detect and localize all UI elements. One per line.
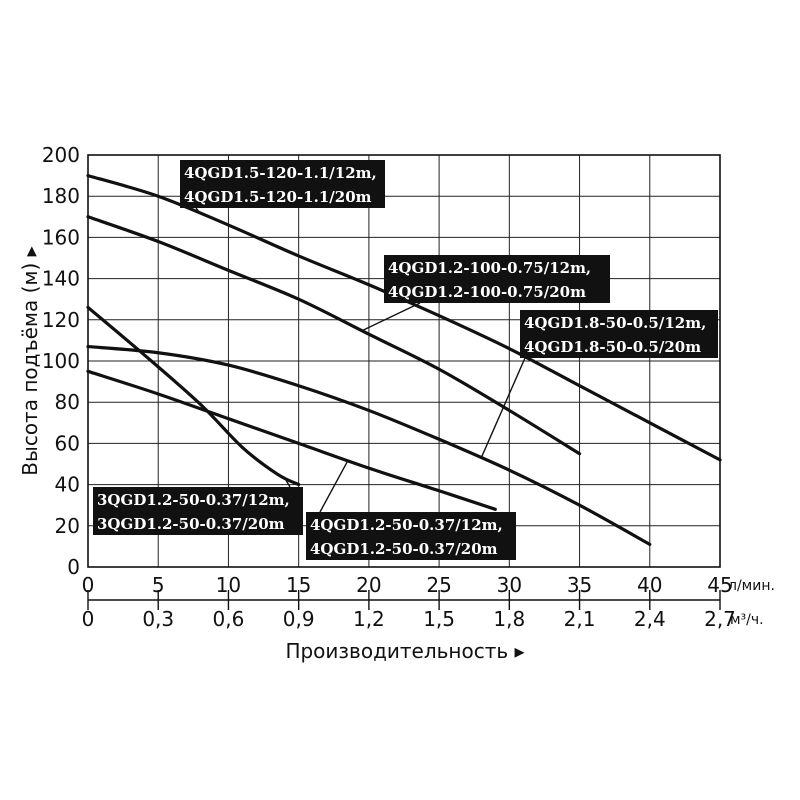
x-tick-label-secondary: 2,1 bbox=[564, 607, 596, 631]
x-tick-label-secondary: 1,8 bbox=[493, 607, 525, 631]
x-axis-title: Производительность ▸ bbox=[285, 639, 524, 663]
y-tick-label: 160 bbox=[42, 225, 80, 249]
x-tick-label: 0 bbox=[82, 573, 95, 597]
label-leader-line bbox=[284, 477, 291, 488]
y-tick-label: 80 bbox=[55, 390, 80, 414]
label-leader-line bbox=[319, 460, 349, 513]
series-label: 4QGD1.2-50-0.37/12m, 4QGD1.2-50-0.37/20m bbox=[306, 512, 516, 560]
series-label-box bbox=[93, 487, 303, 511]
x-tick-label-secondary: 0,6 bbox=[213, 607, 245, 631]
series-label-box bbox=[306, 536, 516, 560]
x-tick-label-secondary: 0,3 bbox=[142, 607, 174, 631]
y-tick-label: 60 bbox=[55, 431, 80, 455]
series-label-text: 4QGD1.8-50-0.5/12m, bbox=[524, 314, 706, 332]
x-tick-labels: 0 5 10 15 20 25 30 35 40 45 bbox=[82, 573, 733, 597]
label-leader-line bbox=[361, 302, 421, 332]
y-tick-label: 0 bbox=[67, 555, 80, 579]
x-unit-secondary: м³/ч. bbox=[730, 612, 764, 628]
y-tick-label: 40 bbox=[55, 473, 80, 497]
series-label-box bbox=[384, 255, 610, 279]
y-tick-label: 140 bbox=[42, 267, 80, 291]
x-tick-label: 5 bbox=[152, 573, 165, 597]
series-label-text: 4QGD1.2-50-0.37/20m bbox=[310, 540, 498, 558]
y-tick-label: 120 bbox=[42, 308, 80, 332]
y-tick-label: 180 bbox=[42, 184, 80, 208]
label-leader-lines bbox=[195, 207, 526, 513]
x-unit-primary: л/мин. bbox=[728, 578, 775, 594]
label-leader-line bbox=[480, 357, 526, 459]
series-label-text: 4QGD1.8-50-0.5/20m bbox=[524, 338, 701, 356]
series-label-box bbox=[93, 511, 303, 535]
x-tick-label-secondary: 1,5 bbox=[423, 607, 455, 631]
series-label: 4QGD1.2-100-0.75/12m, 4QGD1.2-100-0.75/20… bbox=[384, 255, 610, 303]
series-label-box bbox=[520, 310, 718, 334]
x-tick-label-secondary: 0,9 bbox=[283, 607, 315, 631]
series-label-text: 4QGD1.2-100-0.75/12m, bbox=[388, 259, 591, 277]
series-label-text: 4QGD1.5-120-1.1/12m, bbox=[184, 164, 377, 182]
x-tick-label-secondary: 0 bbox=[82, 607, 95, 631]
series-labels: 4QGD1.5-120-1.1/12m,4QGD1.5-120-1.1/20m4… bbox=[93, 160, 718, 560]
curve-3qgd1-2-50 bbox=[86, 305, 301, 487]
x-tick-label-secondary: 1,2 bbox=[353, 607, 385, 631]
series-label: 3QGD1.2-50-0.37/12m, 3QGD1.2-50-0.37/20m bbox=[93, 487, 303, 535]
y-tick-label: 100 bbox=[42, 349, 80, 373]
series-label-box bbox=[180, 184, 385, 208]
series-label-box bbox=[180, 160, 385, 184]
series-label: 4QGD1.5-120-1.1/12m, 4QGD1.5-120-1.1/20m bbox=[180, 160, 385, 208]
series-label-text: 4QGD1.2-50-0.37/12m, bbox=[310, 516, 503, 534]
plot-frame bbox=[87, 154, 721, 568]
series-label-text: 4QGD1.2-100-0.75/20m bbox=[388, 283, 586, 301]
curve-4qgd1-8-50 bbox=[86, 344, 652, 546]
x-tick-label-secondary: 2,4 bbox=[634, 607, 666, 631]
y-axis-title: Высота подъёма (м) ▸ bbox=[18, 246, 42, 475]
y-tick-label: 200 bbox=[42, 143, 80, 167]
curve-4qgd1-2-100 bbox=[86, 215, 582, 456]
series-label-text: 3QGD1.2-50-0.37/20m bbox=[97, 515, 285, 533]
series-label-box bbox=[306, 512, 516, 536]
series-label-text: 3QGD1.2-50-0.37/12m, bbox=[97, 491, 290, 509]
x-tick-label-secondary: 2,7 bbox=[704, 607, 736, 631]
series-label-box bbox=[520, 334, 718, 358]
label-leader-line bbox=[195, 207, 201, 214]
series-label-box bbox=[384, 279, 610, 303]
y-tick-label: 20 bbox=[55, 514, 80, 538]
series-label: 4QGD1.8-50-0.5/12m, 4QGD1.8-50-0.5/20m bbox=[520, 310, 718, 358]
curve-4qgd1-2-50-037 bbox=[86, 369, 497, 511]
series-label-text: 4QGD1.5-120-1.1/20m bbox=[184, 188, 372, 206]
secondary-x-axis-ticks bbox=[87, 590, 721, 610]
y-tick-labels: 0 20 40 60 80 100 120 140 160 180 200 bbox=[42, 143, 80, 579]
x-tick-labels-secondary: 0 0,3 0,6 0,9 1,2 1,5 1,8 2,1 2,4 2,7 bbox=[82, 607, 736, 631]
